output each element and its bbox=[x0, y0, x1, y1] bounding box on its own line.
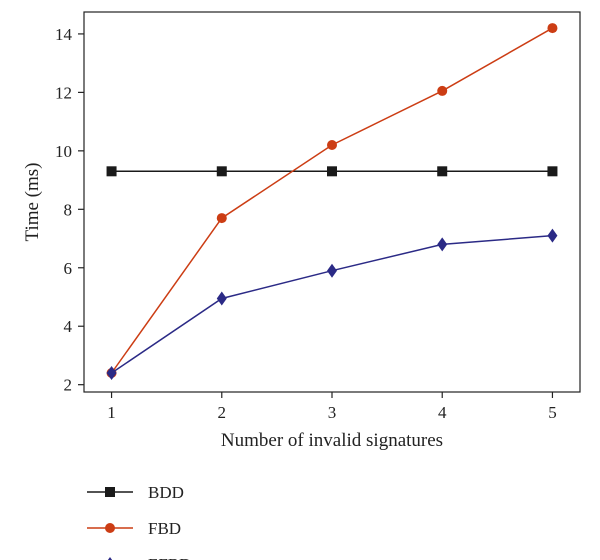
data-point-bdd bbox=[547, 166, 558, 177]
data-point-bdd bbox=[216, 166, 227, 177]
data-point-fbd bbox=[327, 140, 337, 150]
data-point-efbd bbox=[327, 263, 337, 278]
data-point-efbd bbox=[216, 291, 227, 306]
y-tick-label: 14 bbox=[55, 25, 73, 44]
legend-marker bbox=[105, 523, 115, 533]
series-line-fbd bbox=[110, 27, 553, 374]
legend-marker bbox=[105, 487, 115, 497]
data-point-fbd bbox=[437, 85, 448, 96]
series-layer bbox=[106, 23, 558, 380]
y-tick-label: 12 bbox=[55, 83, 72, 102]
x-axis: 1 2 3 4 5 bbox=[107, 392, 557, 422]
x-axis-label: Number of invalid signatures bbox=[221, 430, 443, 451]
data-point-efbd bbox=[437, 237, 448, 252]
data-point-efbd bbox=[106, 366, 117, 380]
y-axis: 2 4 6 8 10 12 14 bbox=[55, 25, 84, 395]
legend-marker bbox=[107, 557, 113, 560]
x-tick-label: 1 bbox=[107, 403, 116, 422]
data-point-bdd bbox=[106, 166, 117, 177]
data-point-bdd bbox=[437, 166, 448, 177]
y-axis-label: Time (ms) bbox=[22, 162, 43, 241]
series-fbd bbox=[106, 23, 558, 378]
legend-label: FBD bbox=[148, 519, 181, 538]
series-line-efbd bbox=[111, 234, 553, 374]
plot-frame bbox=[83, 11, 581, 393]
x-tick-label: 3 bbox=[328, 403, 337, 422]
legend-label: BDD bbox=[148, 483, 184, 502]
data-point-fbd bbox=[547, 23, 558, 34]
x-tick-label: 4 bbox=[438, 403, 447, 422]
y-tick-label: 10 bbox=[55, 142, 72, 161]
legend-item-bdd: BDD bbox=[87, 483, 184, 502]
legend: BDD FBD EFBD bbox=[87, 483, 191, 560]
data-point-efbd bbox=[547, 228, 558, 243]
y-tick-label: 2 bbox=[64, 376, 73, 395]
y-tick-label: 6 bbox=[64, 259, 73, 278]
data-point-fbd bbox=[216, 213, 227, 224]
y-tick-label: 4 bbox=[64, 317, 73, 336]
legend-item-efbd: EFBD bbox=[107, 555, 191, 560]
data-point-bdd bbox=[327, 166, 337, 177]
legend-item-fbd: FBD bbox=[87, 519, 181, 538]
plot-area-border bbox=[83, 11, 581, 393]
series-bdd bbox=[106, 166, 558, 177]
x-tick-label: 2 bbox=[218, 403, 227, 422]
y-tick-label: 8 bbox=[64, 200, 73, 219]
x-tick-label: 5 bbox=[548, 403, 557, 422]
legend-label: EFBD bbox=[148, 555, 191, 560]
series-efbd bbox=[106, 228, 558, 380]
